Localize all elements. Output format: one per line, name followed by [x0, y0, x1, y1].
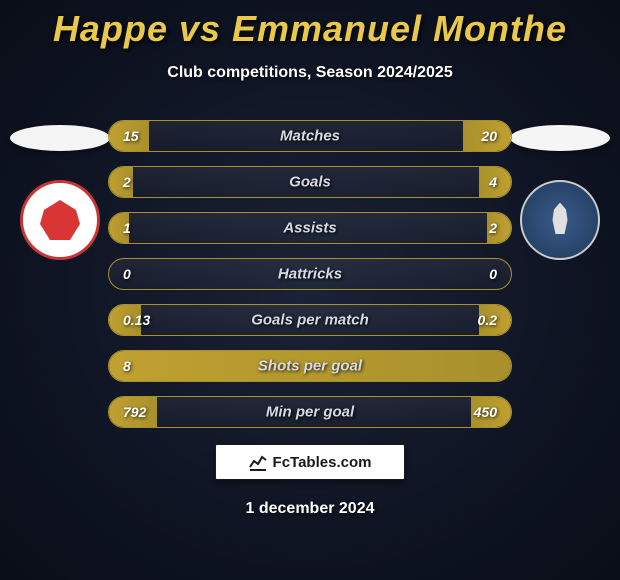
fctables-label: FcTables.com	[273, 454, 372, 471]
stat-value-left: 2	[123, 174, 131, 190]
stat-label: Min per goal	[266, 404, 354, 421]
stat-row-assists: 1 Assists 2	[108, 212, 512, 244]
player-left-disc	[10, 125, 110, 151]
stat-row-mpg: 792 Min per goal 450	[108, 396, 512, 428]
stat-row-hattricks: 0 Hattricks 0	[108, 258, 512, 290]
stat-value-left: 8	[123, 358, 131, 374]
player-right-disc	[510, 125, 610, 151]
stat-value-left: 0.13	[123, 312, 150, 328]
fctables-link[interactable]: FcTables.com	[215, 444, 405, 480]
stat-value-left: 792	[123, 404, 146, 420]
stat-row-gpm: 0.13 Goals per match 0.2	[108, 304, 512, 336]
page-subtitle: Club competitions, Season 2024/2025	[0, 64, 620, 82]
chart-icon	[249, 453, 267, 471]
stat-value-right: 0	[489, 266, 497, 282]
stat-label: Shots per goal	[258, 358, 362, 375]
stat-row-matches: 15 Matches 20	[108, 120, 512, 152]
stat-value-right: 20	[481, 128, 497, 144]
stat-row-goals: 2 Goals 4	[108, 166, 512, 198]
stat-label: Goals per match	[251, 312, 369, 329]
stat-value-left: 1	[123, 220, 131, 236]
stat-value-right: 450	[474, 404, 497, 420]
club-logo-left	[20, 180, 100, 260]
club-logo-right	[520, 180, 600, 260]
stat-value-right: 4	[489, 174, 497, 190]
stat-value-left: 0	[123, 266, 131, 282]
stat-value-left: 15	[123, 128, 139, 144]
stat-label: Goals	[289, 174, 331, 191]
stats-container: 15 Matches 20 2 Goals 4 1 Assists 2 0 Ha…	[108, 120, 512, 442]
page-title: Happe vs Emmanuel Monthe	[0, 0, 620, 50]
stat-label: Matches	[280, 128, 340, 145]
stat-row-spg: 8 Shots per goal	[108, 350, 512, 382]
stat-value-right: 0.2	[478, 312, 497, 328]
stat-value-right: 2	[489, 220, 497, 236]
stat-label: Assists	[283, 220, 336, 237]
footer-date: 1 december 2024	[246, 500, 375, 518]
stat-label: Hattricks	[278, 266, 342, 283]
